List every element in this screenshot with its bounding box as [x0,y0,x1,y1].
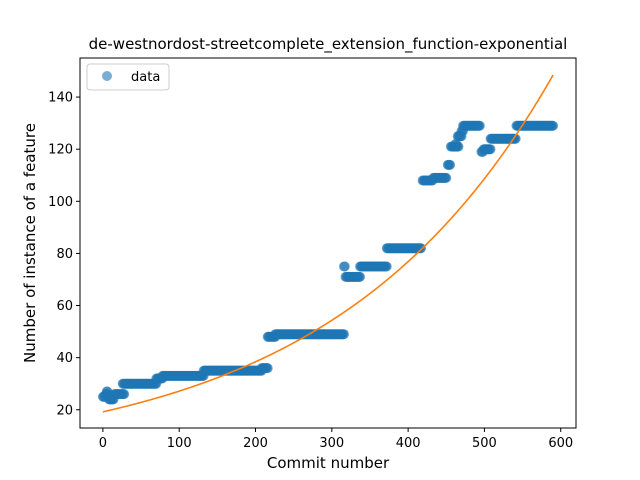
x-tick-label: 400 [396,436,421,451]
data-point [355,271,366,282]
y-tick-label: 140 [48,91,73,106]
data-point [381,261,392,272]
y-tick-label: 60 [56,299,73,314]
data-point [451,138,462,149]
data-layer [97,120,559,405]
x-axis: 0 100 200 300 400 500 600 [99,428,573,451]
data-point [416,243,427,254]
data-point [339,261,350,272]
chart-title: de-westnordost-streetcomplete_extension_… [89,35,568,54]
y-tick-label: 40 [56,351,73,366]
data-point [119,389,130,400]
legend-label-data: data [131,70,160,85]
y-tick-label: 100 [48,195,73,210]
data-point [339,329,350,340]
x-tick-label: 100 [167,436,192,451]
x-tick-label: 600 [548,436,573,451]
x-tick-label: 500 [472,436,497,451]
legend: data [86,63,170,91]
data-point [510,133,521,144]
fit-layer [102,74,554,413]
y-tick-label: 80 [56,247,73,262]
data-point [445,159,456,170]
y-axis-label: Number of instance of a feature [21,123,39,363]
plot-area [97,74,559,413]
y-tick-label: 20 [56,403,73,418]
legend-box [86,63,170,91]
data-point [441,172,452,183]
data-point [474,120,485,131]
x-tick-label: 0 [99,436,107,451]
data-point [262,363,273,374]
x-tick-label: 200 [243,436,268,451]
legend-marker-data [102,71,112,81]
x-axis-label: Commit number [267,454,390,472]
fit-line [102,74,554,413]
data-point [548,120,559,131]
plot-frame [79,57,577,429]
y-axis: 20 40 60 80 100 120 140 [48,91,80,418]
data-point [485,144,496,155]
x-tick-label: 300 [319,436,344,451]
y-tick-label: 120 [48,143,73,158]
